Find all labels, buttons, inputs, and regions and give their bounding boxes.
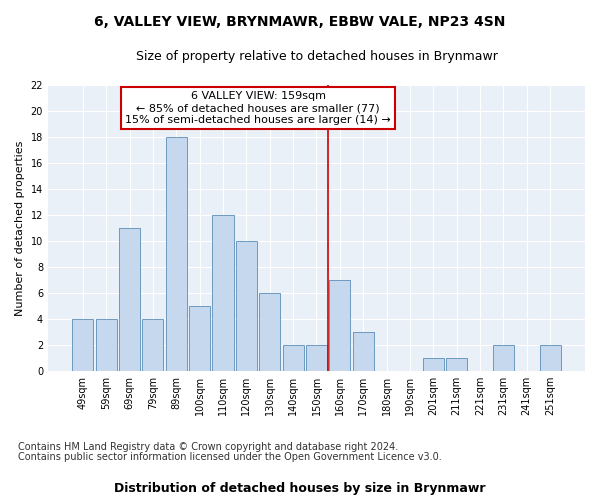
Bar xyxy=(212,215,233,371)
Y-axis label: Number of detached properties: Number of detached properties xyxy=(15,140,25,316)
Bar xyxy=(73,319,94,371)
Text: 6, VALLEY VIEW, BRYNMAWR, EBBW VALE, NP23 4SN: 6, VALLEY VIEW, BRYNMAWR, EBBW VALE, NP2… xyxy=(94,15,506,29)
Bar xyxy=(95,319,117,371)
Bar xyxy=(283,345,304,371)
Bar xyxy=(329,280,350,371)
Bar xyxy=(119,228,140,371)
Bar xyxy=(423,358,444,371)
Text: Distribution of detached houses by size in Brynmawr: Distribution of detached houses by size … xyxy=(114,482,486,495)
Bar xyxy=(259,293,280,371)
Text: Contains HM Land Registry data © Crown copyright and database right 2024.: Contains HM Land Registry data © Crown c… xyxy=(18,442,398,452)
Bar xyxy=(353,332,374,371)
Bar xyxy=(189,306,210,371)
Bar xyxy=(166,137,187,371)
Bar xyxy=(236,241,257,371)
Title: Size of property relative to detached houses in Brynmawr: Size of property relative to detached ho… xyxy=(136,50,497,63)
Bar xyxy=(539,345,560,371)
Text: Contains public sector information licensed under the Open Government Licence v3: Contains public sector information licen… xyxy=(18,452,442,462)
Text: 6 VALLEY VIEW: 159sqm
← 85% of detached houses are smaller (77)
15% of semi-deta: 6 VALLEY VIEW: 159sqm ← 85% of detached … xyxy=(125,92,391,124)
Bar xyxy=(493,345,514,371)
Bar xyxy=(306,345,327,371)
Bar xyxy=(446,358,467,371)
Bar xyxy=(142,319,163,371)
